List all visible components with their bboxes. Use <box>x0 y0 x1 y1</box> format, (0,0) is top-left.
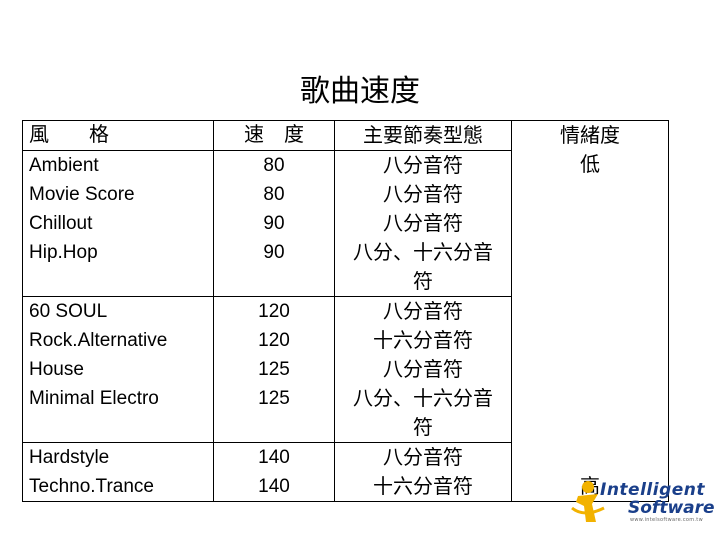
style-item: Hardstyle <box>29 447 110 468</box>
style-item: 60 SOUL <box>29 301 108 322</box>
style-cell: 60 SOUL Rock.Alternative House Minimal E… <box>22 296 214 443</box>
rhythm-item: 八分音符 <box>383 153 463 177</box>
header-rhythm: 主要節奏型態 <box>334 120 512 151</box>
tempo-item: 120 <box>258 301 290 322</box>
style-item: House <box>29 359 84 380</box>
logo-url: www.intelsoftware.com.tw <box>630 517 703 523</box>
rhythm-item: 符 <box>413 269 433 293</box>
style-item: Movie Score <box>29 184 135 205</box>
mood-low: 低 <box>580 152 600 176</box>
tempo-item: 90 <box>263 242 285 263</box>
rhythm-item: 八分音符 <box>383 182 463 206</box>
tempo-item: 120 <box>258 330 290 351</box>
logo-text-line1: Intelligent <box>600 480 705 500</box>
tempo-item: 140 <box>258 447 290 468</box>
rhythm-item: 八分音符 <box>383 211 463 235</box>
rhythm-cell: 八分音符 八分音符 八分音符 八分、十六分音 符 <box>334 150 512 297</box>
style-item: Hip.Hop <box>29 242 98 263</box>
style-item: Chillout <box>29 213 93 234</box>
header-mood: 情緒度 <box>560 123 620 147</box>
style-item: Ambient <box>29 155 99 176</box>
tempo-cell: 80 80 90 90 <box>213 150 335 297</box>
rhythm-item: 八分音符 <box>383 299 463 323</box>
tempo-item: 80 <box>263 184 285 205</box>
rhythm-item: 八分音符 <box>383 445 463 469</box>
style-cell: Ambient Movie Score Chillout Hip.Hop <box>22 150 214 297</box>
rhythm-cell: 八分音符 十六分音符 八分音符 八分、十六分音 符 <box>334 296 512 443</box>
style-item: Rock.Alternative <box>29 330 168 351</box>
tempo-item: 140 <box>258 476 290 497</box>
table-row: 60 SOUL Rock.Alternative House Minimal E… <box>22 296 669 443</box>
rhythm-item: 符 <box>413 415 433 439</box>
tempo-table: 風 格 速 度 主要節奏型態 情緒度 低 高 Ambient Movie Sco… <box>22 120 669 502</box>
rhythm-item: 十六分音符 <box>373 474 473 498</box>
table-row: Hardstyle Techno.Trance 140 140 八分音符 十六分… <box>22 442 669 502</box>
tempo-item: 125 <box>258 359 290 380</box>
rhythm-item: 八分音符 <box>383 357 463 381</box>
page-title: 歌曲速度 <box>300 74 420 109</box>
logo-text-line2: Software <box>628 498 715 518</box>
intelligent-software-logo: Intelligent Software www.intelsoftware.c… <box>570 478 715 524</box>
style-item: Minimal Electro <box>29 388 159 409</box>
mood-column: 情緒度 低 高 <box>511 120 669 502</box>
style-item: Techno.Trance <box>29 476 154 497</box>
header-style: 風 格 <box>22 120 214 151</box>
rhythm-item: 八分、十六分音 <box>353 240 493 264</box>
tempo-cell: 140 140 <box>213 442 335 502</box>
rhythm-item: 十六分音符 <box>373 328 473 352</box>
rhythm-item: 八分、十六分音 <box>353 386 493 410</box>
tempo-item: 80 <box>263 155 285 176</box>
table-header-row: 風 格 速 度 主要節奏型態 情緒度 低 高 <box>22 120 669 502</box>
header-tempo: 速 度 <box>213 120 335 151</box>
table-row: Ambient Movie Score Chillout Hip.Hop 80 … <box>22 150 669 297</box>
person-logo-icon <box>571 481 605 522</box>
tempo-item: 125 <box>258 388 290 409</box>
tempo-item: 90 <box>263 213 285 234</box>
tempo-cell: 120 120 125 125 <box>213 296 335 443</box>
rhythm-cell: 八分音符 十六分音符 <box>334 442 512 502</box>
style-cell: Hardstyle Techno.Trance <box>22 442 214 502</box>
